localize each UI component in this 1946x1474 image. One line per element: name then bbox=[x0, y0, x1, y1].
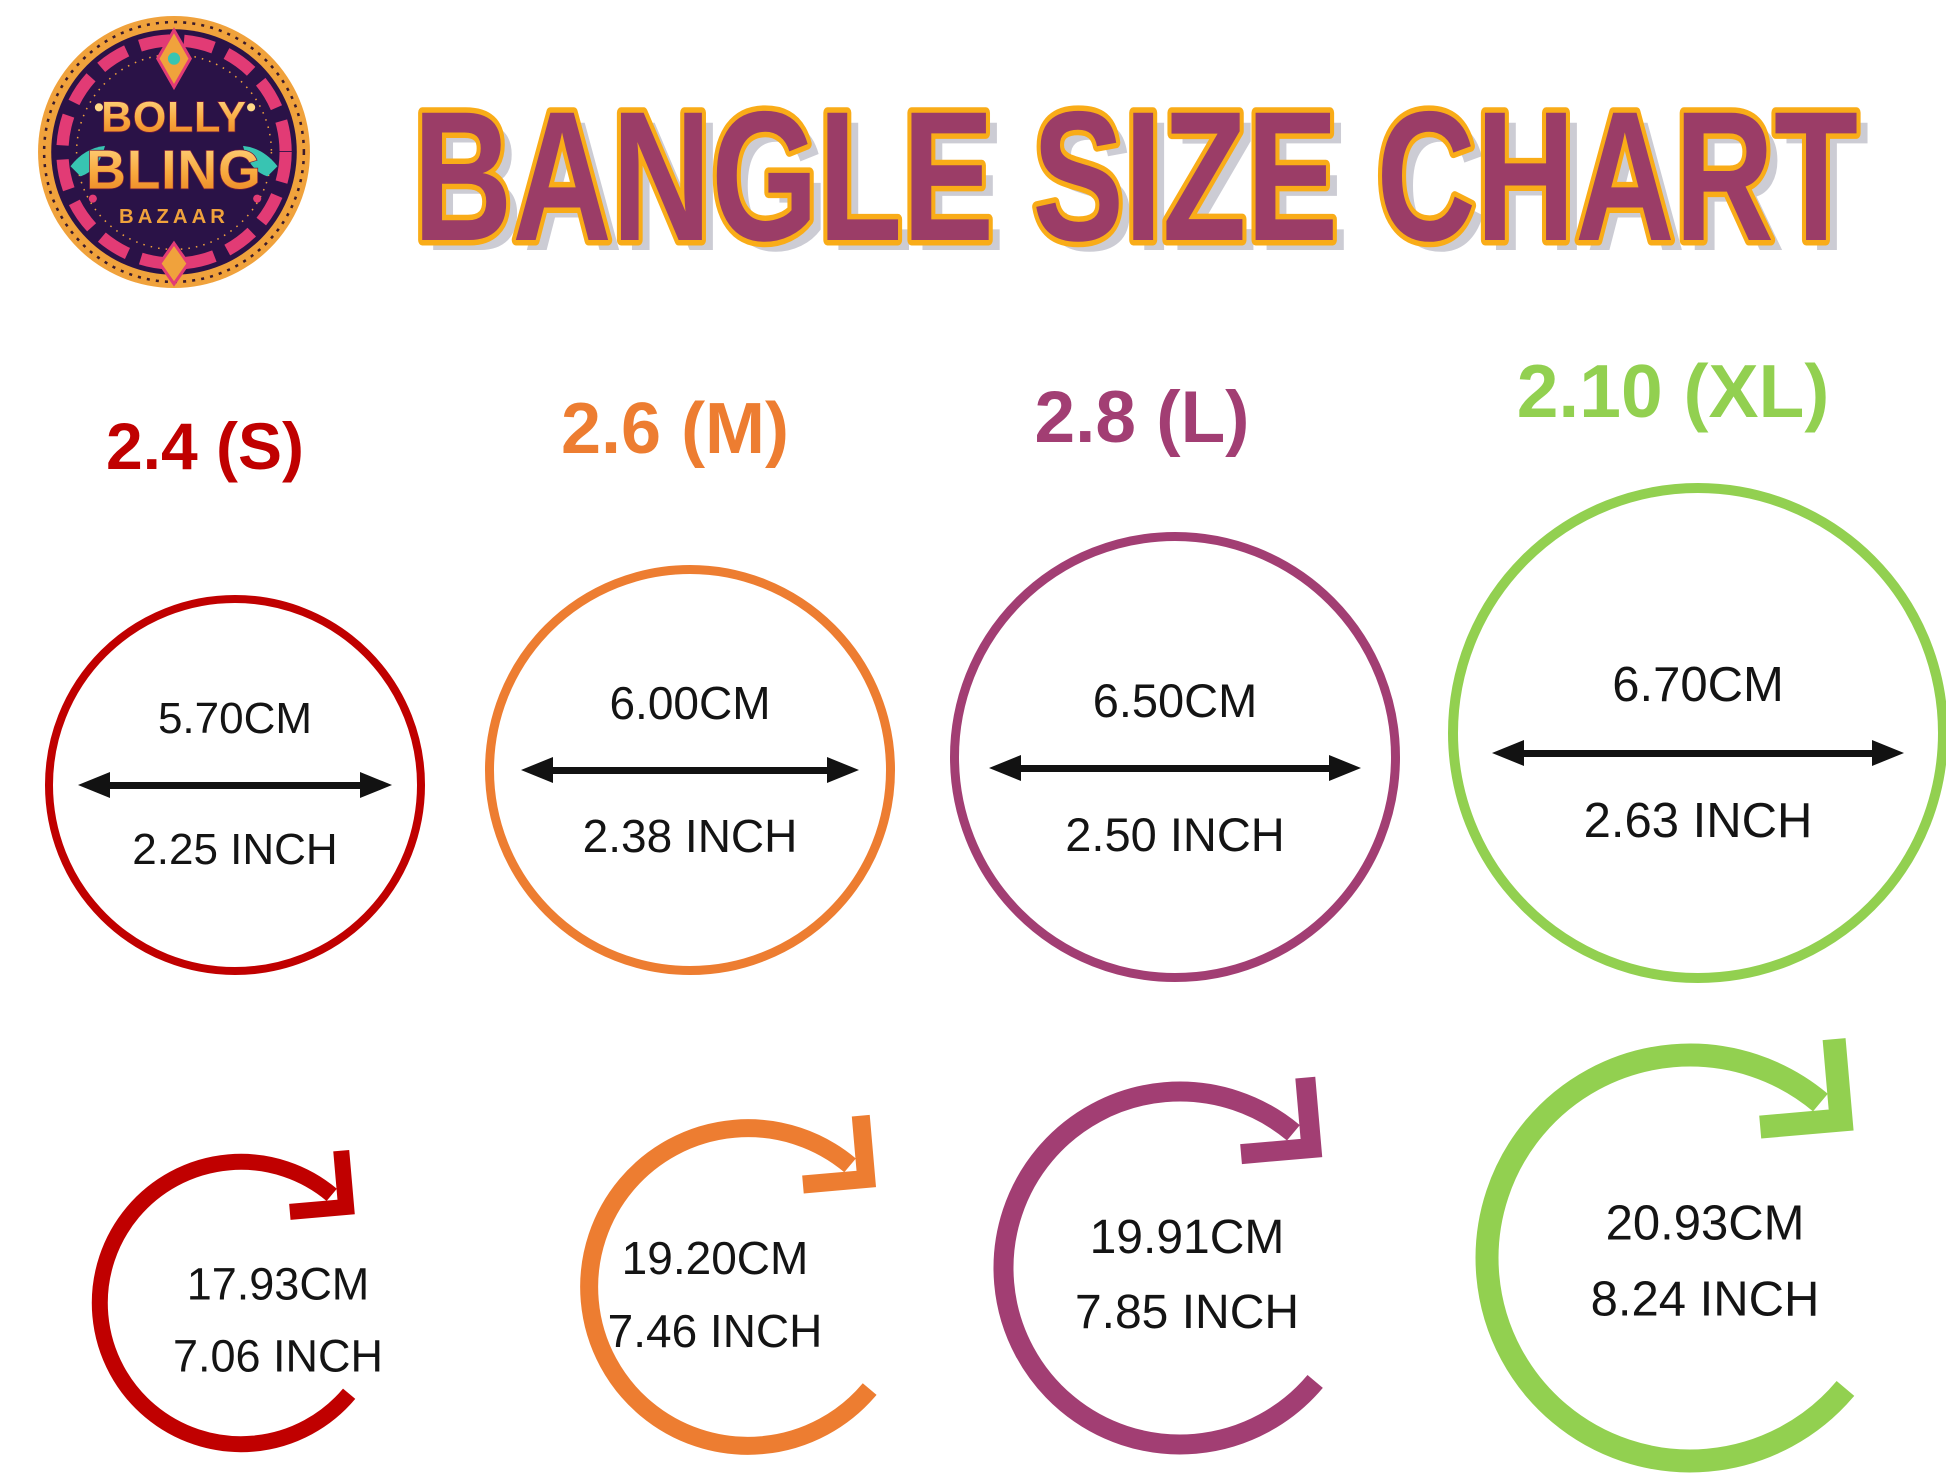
circumference-text-medium: 19.20CM 7.46 INCH bbox=[608, 1232, 823, 1358]
page-title: BANGLE SIZE CHART BANGLE SIZE CHART bbox=[408, 69, 1870, 291]
diameter-cm-small: 5.70CM bbox=[157, 694, 313, 744]
arrow-shaft bbox=[553, 766, 827, 774]
diameter-circle-medium: 6.00CM 2.38 INCH bbox=[485, 565, 895, 975]
size-label-medium: 2.6 (M) bbox=[560, 389, 790, 469]
diameter-arrow-large bbox=[989, 755, 1361, 781]
logo-right-leaf bbox=[243, 145, 278, 177]
diameter-arrow-small bbox=[78, 772, 392, 798]
circumference-text-small: 17.93CM 7.06 INCH bbox=[173, 1258, 383, 1382]
arrow-head-right-icon bbox=[826, 757, 859, 783]
size-label-large: 2.8 (L) bbox=[1034, 377, 1250, 458]
logo-sparkle bbox=[253, 194, 262, 203]
circumference-inch-medium: 7.46 INCH bbox=[607, 1305, 823, 1357]
diameter-cm-medium: 6.00CM bbox=[609, 677, 771, 730]
circumference-inch-xlarge: 8.24 INCH bbox=[1590, 1273, 1820, 1327]
page-title-shadow: BANGLE SIZE CHART bbox=[424, 84, 1869, 290]
arrow-head-left-icon bbox=[1491, 740, 1524, 766]
circumference-figure-small: 17.93CM 7.06 INCH bbox=[81, 1143, 401, 1463]
circumference-text-xlarge: 20.93CM 8.24 INCH bbox=[1591, 1196, 1820, 1329]
circumference-inch-small: 7.06 INCH bbox=[172, 1330, 384, 1381]
logo-word-bazaar: BAZAAR bbox=[119, 206, 229, 228]
arrow-head-right-icon bbox=[359, 772, 392, 798]
size-label-small: 2.4 (S) bbox=[105, 409, 305, 483]
diameter-inch-large: 2.50 INCH bbox=[1065, 808, 1285, 861]
logo-disc bbox=[51, 29, 297, 275]
circumference-cm-xlarge: 20.93CM bbox=[1605, 1196, 1805, 1251]
arrow-head-right-icon bbox=[1328, 755, 1361, 781]
circumference-figure-medium: 19.20CM 7.46 INCH bbox=[568, 1107, 928, 1467]
circular-arrow-icon bbox=[1475, 1038, 1855, 1473]
circumference-inch-large: 7.85 INCH bbox=[1074, 1286, 1300, 1339]
diameter-circle-large: 6.50CM 2.50 INCH bbox=[950, 532, 1400, 982]
logo-pink-ornament-ring bbox=[56, 34, 292, 270]
circumference-figure-large: 19.91CM 7.85 INCH bbox=[980, 1068, 1380, 1468]
diameter-inch-xlarge: 2.63 INCH bbox=[1583, 794, 1813, 848]
arrow-head-left-icon bbox=[521, 757, 554, 783]
logo-sparkle bbox=[247, 103, 256, 112]
arrow-head-left-icon bbox=[989, 755, 1022, 781]
diameter-circle-xlarge: 6.70CM 2.63 INCH bbox=[1448, 483, 1946, 983]
circumference-cm-small: 17.93CM bbox=[186, 1258, 370, 1310]
circumference-text-large: 19.91CM 7.85 INCH bbox=[1075, 1210, 1299, 1340]
logo-left-leaf bbox=[70, 145, 105, 177]
diameter-inch-medium: 2.38 INCH bbox=[582, 810, 798, 862]
logo-bottom-diamond bbox=[157, 240, 191, 287]
logo-top-gem bbox=[167, 52, 181, 65]
arrow-shaft bbox=[1021, 764, 1329, 772]
circular-arrow-icon bbox=[580, 1114, 877, 1455]
circular-arrow-icon bbox=[91, 1150, 356, 1453]
circumference-figure-xlarge: 20.93CM 8.24 INCH bbox=[1460, 1028, 1920, 1474]
arrow-shaft bbox=[110, 781, 360, 789]
diameter-arrow-medium bbox=[521, 757, 859, 783]
arrow-head-left-icon bbox=[78, 772, 111, 798]
page-title-text: BANGLE SIZE CHART bbox=[413, 74, 1858, 280]
arrow-shaft bbox=[1523, 749, 1873, 757]
size-label-xlarge: 2.10 (XL) bbox=[1516, 349, 1830, 433]
diameter-circle-small: 5.70CM 2.25 INCH bbox=[45, 595, 425, 975]
circumference-cm-medium: 19.20CM bbox=[621, 1232, 809, 1285]
diameter-cm-xlarge: 6.70CM bbox=[1612, 657, 1784, 712]
circumference-cm-large: 19.91CM bbox=[1089, 1210, 1285, 1264]
diameter-arrow-xlarge bbox=[1491, 740, 1905, 766]
diameter-cm-large: 6.50CM bbox=[1092, 673, 1258, 727]
logo-word-bolly: BOLLY bbox=[101, 94, 247, 142]
logo-word-bling: BLING bbox=[86, 139, 262, 201]
bolly-bling-bazaar-logo: BOLLY BLING BAZAAR bbox=[38, 16, 310, 288]
logo-sparkle bbox=[94, 103, 103, 112]
diameter-inch-small: 2.25 INCH bbox=[132, 825, 338, 874]
logo-sparkle bbox=[88, 194, 97, 203]
circular-arrow-icon bbox=[993, 1076, 1323, 1455]
arrow-head-right-icon bbox=[1872, 740, 1905, 766]
